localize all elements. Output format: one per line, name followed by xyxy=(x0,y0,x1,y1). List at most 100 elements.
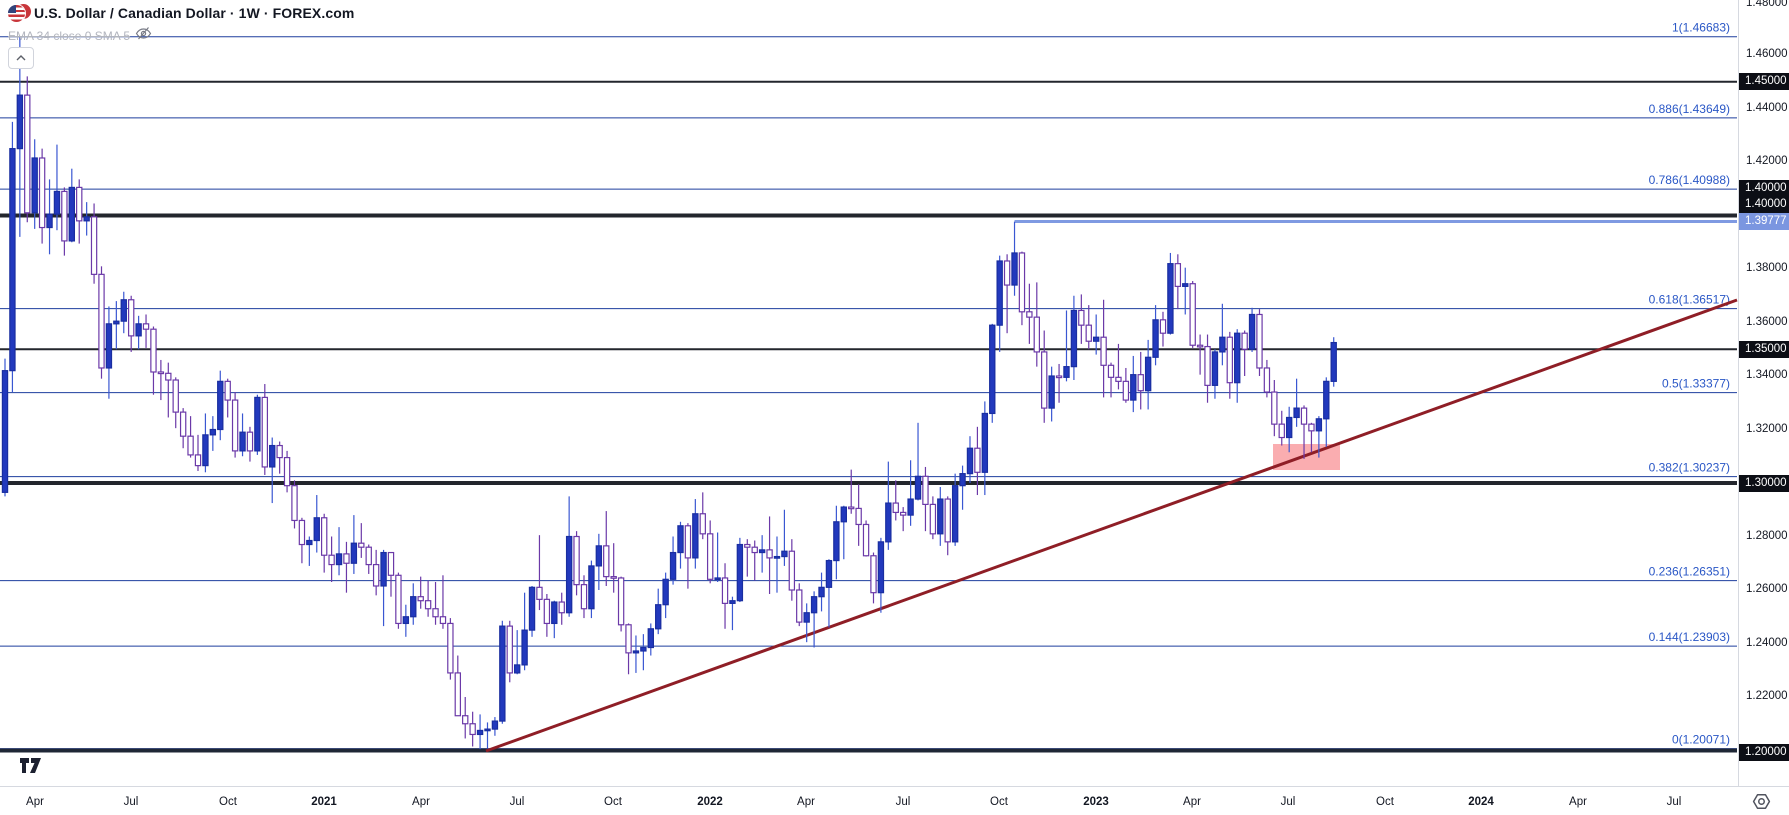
candle-body[interactable] xyxy=(1130,374,1137,401)
candle-body[interactable] xyxy=(1003,260,1011,286)
candle-body[interactable] xyxy=(1159,319,1167,334)
candle-body[interactable] xyxy=(825,559,833,588)
candle-body[interactable] xyxy=(1278,423,1285,439)
candle-body[interactable] xyxy=(439,616,447,625)
candle-body[interactable] xyxy=(573,535,580,586)
candle-body[interactable] xyxy=(217,380,224,431)
candle-body[interactable] xyxy=(877,541,885,594)
trendline[interactable] xyxy=(485,298,1738,753)
candle-body[interactable] xyxy=(899,511,907,516)
candle-body[interactable] xyxy=(46,213,53,229)
candle-body[interactable] xyxy=(1122,380,1130,401)
candle-body[interactable] xyxy=(1078,309,1085,326)
candle-body[interactable] xyxy=(580,584,588,610)
candle-body[interactable] xyxy=(655,604,662,630)
candle-body[interactable] xyxy=(1219,336,1226,353)
candle-body[interactable] xyxy=(907,498,914,516)
candle-body[interactable] xyxy=(1263,367,1271,393)
candle-body[interactable] xyxy=(1241,332,1248,350)
candle-body[interactable] xyxy=(402,616,410,625)
candle-body[interactable] xyxy=(254,396,261,452)
candle-body[interactable] xyxy=(647,628,655,649)
candle-body[interactable] xyxy=(1063,366,1070,378)
candle-body[interactable] xyxy=(1115,376,1122,382)
candle-body[interactable] xyxy=(194,454,202,467)
candle-body[interactable] xyxy=(640,646,647,652)
candle-body[interactable] xyxy=(1204,345,1211,386)
candle-body[interactable] xyxy=(1315,418,1323,432)
candle-body[interactable] xyxy=(447,622,454,674)
candle-body[interactable] xyxy=(83,216,90,222)
candle-body[interactable] xyxy=(595,545,603,567)
indicator-legend[interactable]: EMA 34 close 0 SMA 5 xyxy=(8,26,152,46)
candle-body[interactable] xyxy=(781,550,788,558)
candle-body[interactable] xyxy=(410,596,417,618)
candle-body[interactable] xyxy=(395,574,402,625)
candle-body[interactable] xyxy=(1085,324,1092,342)
candle-body[interactable] xyxy=(424,600,432,610)
candle-body[interactable] xyxy=(669,551,677,580)
candle-body[interactable] xyxy=(1196,344,1204,348)
candle-body[interactable] xyxy=(513,664,521,674)
candle-body[interactable] xyxy=(16,94,24,150)
candle-body[interactable] xyxy=(684,525,692,559)
candle-body[interactable] xyxy=(90,216,98,275)
candle-body[interactable] xyxy=(38,157,46,229)
candle-body[interactable] xyxy=(1167,263,1174,334)
candle-body[interactable] xyxy=(432,608,439,618)
candle-body[interactable] xyxy=(848,506,855,510)
tradingview-logo-icon[interactable] xyxy=(14,757,48,779)
candle-body[interactable] xyxy=(276,444,283,459)
candle-body[interactable] xyxy=(1137,374,1144,392)
candle-body[interactable] xyxy=(135,323,142,337)
candle-body[interactable] xyxy=(1330,341,1337,382)
candle-body[interactable] xyxy=(9,148,16,372)
candle-body[interactable] xyxy=(491,720,499,730)
candle-body[interactable] xyxy=(202,434,209,467)
candle-body[interactable] xyxy=(714,577,721,581)
candle-body[interactable] xyxy=(677,525,684,554)
candle-body[interactable] xyxy=(692,513,699,559)
candle-body[interactable] xyxy=(610,576,617,579)
candle-body[interactable] xyxy=(1152,319,1159,358)
candle-body[interactable] xyxy=(551,601,558,625)
candle-body[interactable] xyxy=(224,380,231,401)
candle-body[interactable] xyxy=(758,549,766,554)
candle-body[interactable] xyxy=(699,513,706,535)
candle-body[interactable] xyxy=(365,546,372,566)
candle-body[interactable] xyxy=(1256,313,1263,369)
candle-body[interactable] xyxy=(603,545,610,578)
candle-body[interactable] xyxy=(989,324,996,415)
candle-body[interactable] xyxy=(165,372,172,381)
candle-body[interactable] xyxy=(862,523,870,557)
candle-body[interactable] xyxy=(937,498,944,535)
candle-body[interactable] xyxy=(981,412,989,473)
candle-body[interactable] xyxy=(1048,375,1055,409)
candle-body[interactable] xyxy=(157,371,165,375)
candle-body[interactable] xyxy=(335,553,343,566)
eye-off-icon[interactable] xyxy=(135,26,152,46)
candle-body[interactable] xyxy=(172,379,179,413)
candle-body[interactable] xyxy=(484,728,491,732)
candle-body[interactable] xyxy=(298,519,306,546)
candle-body[interactable] xyxy=(833,521,840,562)
candle-body[interactable] xyxy=(120,299,127,322)
candle-body[interactable] xyxy=(632,650,640,654)
candle-body[interactable] xyxy=(818,586,825,598)
candle-body[interactable] xyxy=(1271,391,1278,425)
candle-body[interactable] xyxy=(944,498,951,543)
candle-body[interactable] xyxy=(239,431,246,452)
candle-body[interactable] xyxy=(506,625,513,674)
candle-body[interactable] xyxy=(1323,380,1330,420)
candle-body[interactable] xyxy=(98,273,105,369)
candle-body[interactable] xyxy=(372,563,380,587)
candle-body[interactable] xyxy=(721,577,729,604)
candle-body[interactable] xyxy=(885,502,892,543)
candle-body[interactable] xyxy=(1293,407,1300,419)
candle-body[interactable] xyxy=(343,553,350,564)
candle-body[interactable] xyxy=(1234,332,1241,384)
candle-body[interactable] xyxy=(61,190,68,242)
candle-body[interactable] xyxy=(1018,252,1026,313)
candle-body[interactable] xyxy=(76,186,83,222)
candle-body[interactable] xyxy=(773,555,781,559)
